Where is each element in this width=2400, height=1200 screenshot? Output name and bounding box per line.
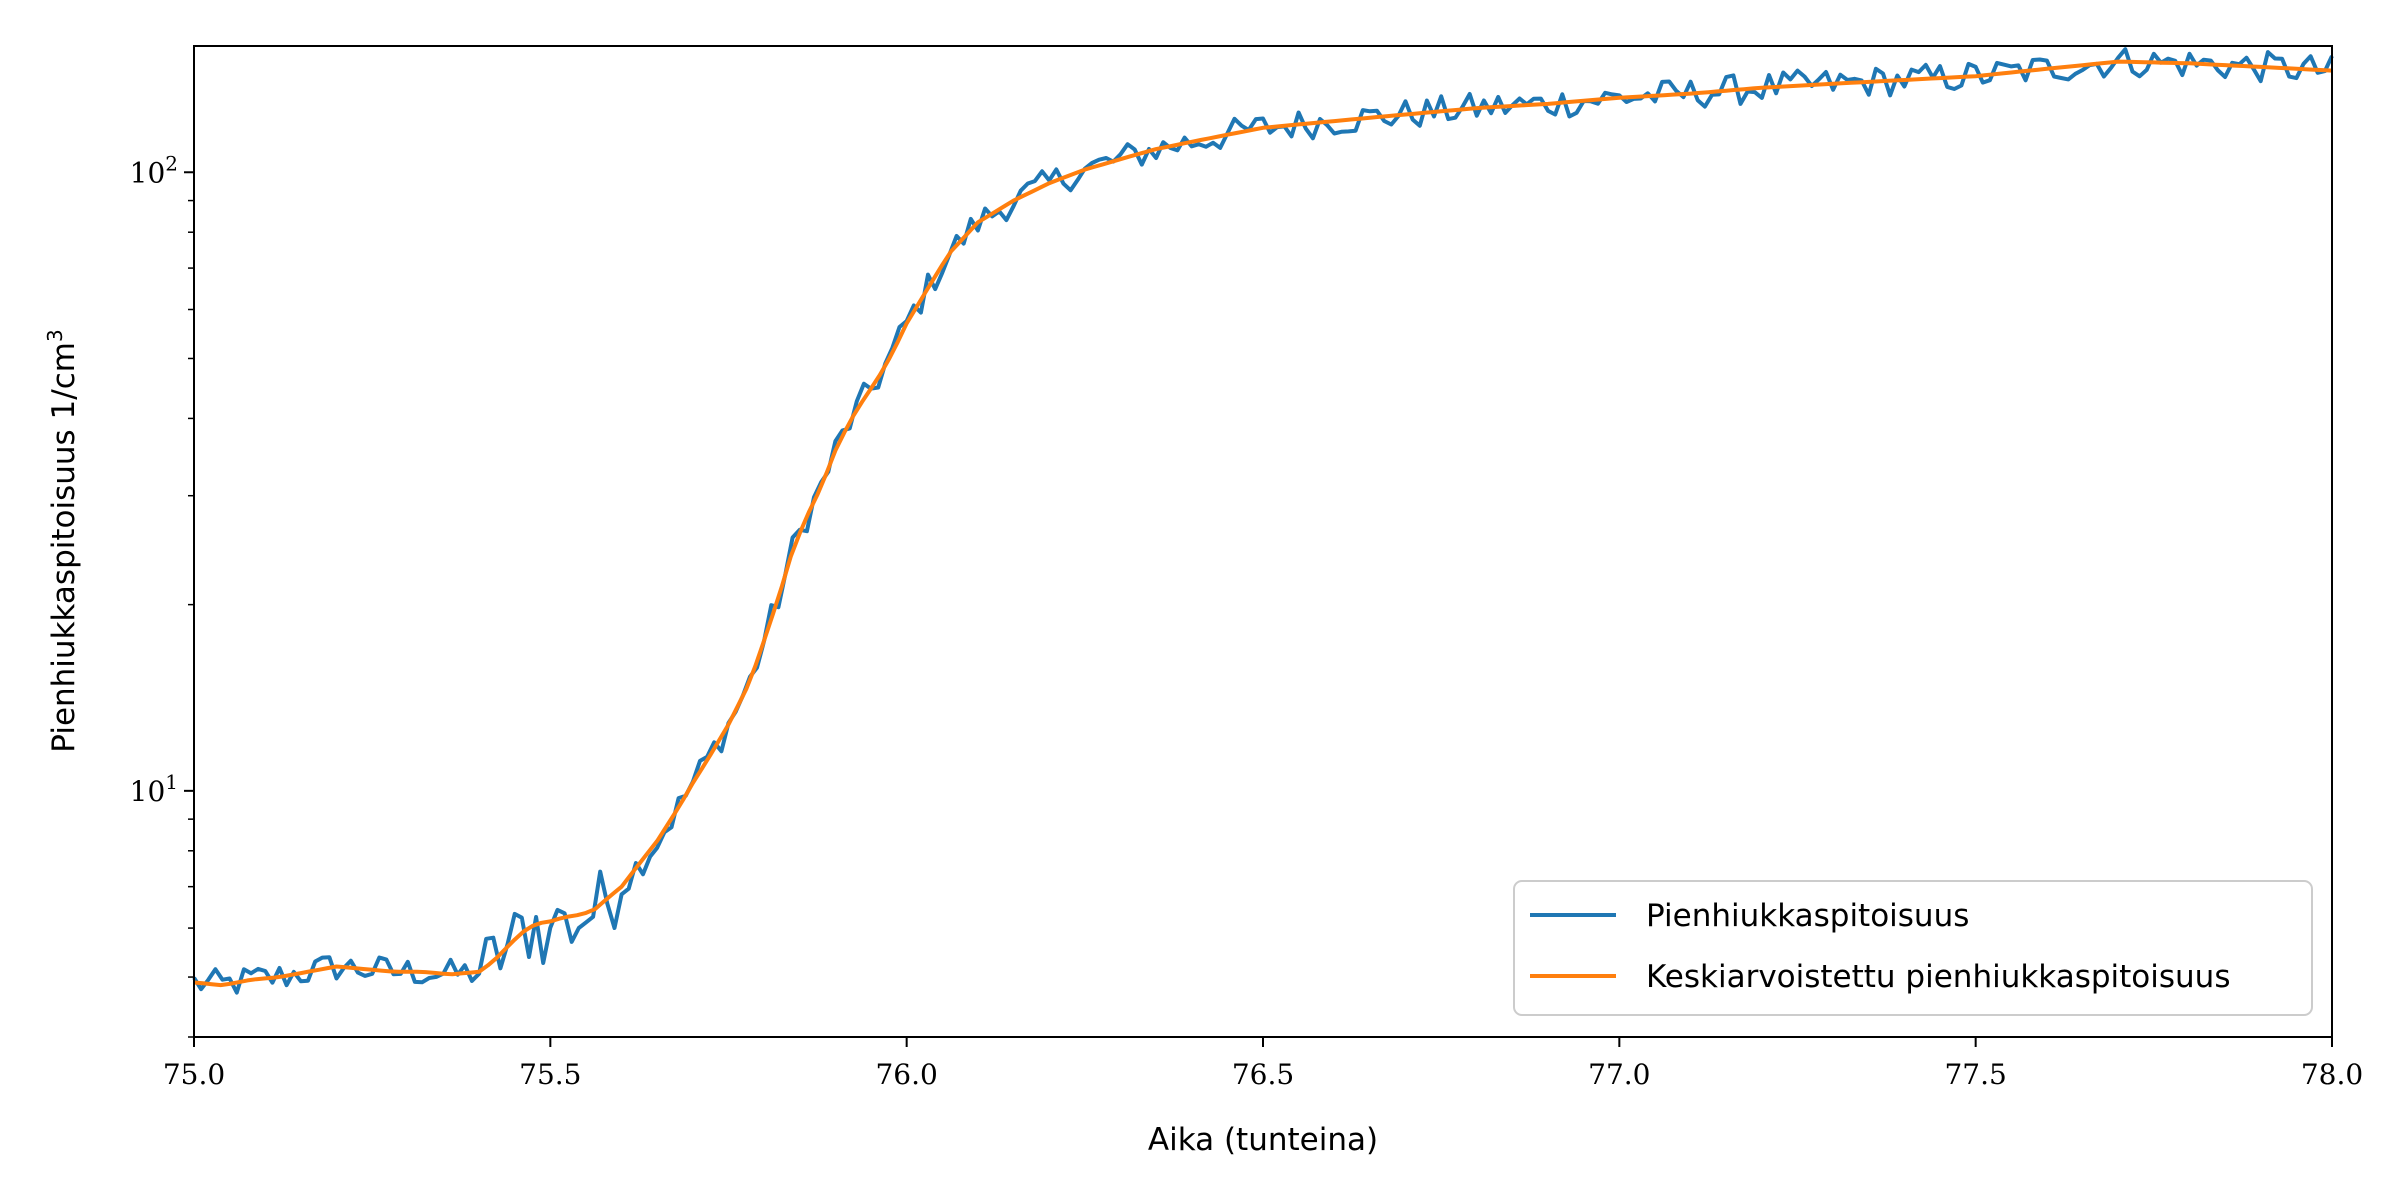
- y-tick-label-exponent: 1: [165, 770, 178, 794]
- y-tick-label: 102: [130, 151, 178, 189]
- series-line-2: [193, 59, 2333, 988]
- x-axis-label: Aika (tunteina): [1148, 1122, 1378, 1158]
- x-tick-label: 75.5: [519, 1058, 581, 1091]
- x-tick-label: 77.5: [1944, 1058, 2006, 1091]
- legend-box: [1513, 880, 2313, 1016]
- series-layer: [192, 47, 2334, 995]
- x-tick-label: 77.0: [1588, 1058, 1650, 1091]
- x-tick-label: 78.0: [2301, 1058, 2363, 1091]
- legend-label-series-2: Keskiarvoistettu pienhiukkaspitoisuus: [1646, 959, 2230, 995]
- y-tick-label-base: 10: [130, 156, 166, 189]
- y-tick-label-base: 10: [130, 775, 166, 808]
- legend: Pienhiukkaspitoisuus Keskiarvoistettu pi…: [1513, 880, 2313, 1016]
- series-line-1: [192, 47, 2334, 995]
- y-tick-label: 101: [130, 770, 178, 808]
- y-axis-label-text: Pienhiukkaspitoisuus 1/cm: [46, 342, 82, 753]
- y-tick-label-exponent: 2: [165, 151, 178, 175]
- legend-label-series-1: Pienhiukkaspitoisuus: [1646, 898, 1969, 934]
- x-tick-label: 76.5: [1232, 1058, 1294, 1091]
- x-tick-label: 76.0: [875, 1058, 937, 1091]
- x-axis-ticks: 75.0 75.5 76.0 76.5 77.0 77.5 78.0: [163, 1037, 2363, 1091]
- y-axis-label-superscript: 3: [43, 329, 67, 342]
- y-axis-label: Pienhiukkaspitoisuus 1/cm3: [43, 329, 82, 752]
- x-tick-label: 75.0: [163, 1058, 225, 1091]
